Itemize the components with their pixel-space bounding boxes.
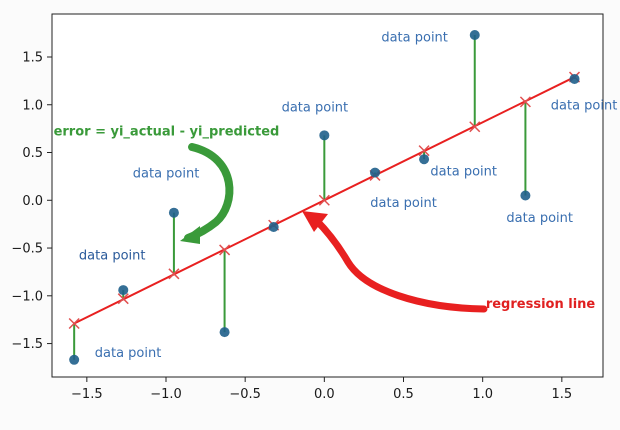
predicted-marker-stroke bbox=[117, 293, 129, 305]
error-arrowhead-icon bbox=[180, 226, 200, 244]
actual-point bbox=[168, 207, 179, 218]
data-point-annotation: data point bbox=[282, 100, 349, 115]
predicted-marker-stroke bbox=[418, 145, 430, 157]
y-tick-label: 1.5 bbox=[22, 50, 43, 65]
predicted-marker bbox=[168, 268, 180, 280]
actual-points bbox=[69, 30, 580, 365]
actual-point bbox=[469, 30, 480, 41]
predicted-marker bbox=[418, 145, 430, 157]
y-tick-label: 1.0 bbox=[22, 98, 43, 113]
actual-point bbox=[118, 285, 129, 296]
x-tick-label: 1.5 bbox=[551, 387, 572, 402]
actual-point bbox=[370, 167, 380, 178]
actual-point bbox=[419, 154, 430, 165]
annotation-arrows bbox=[180, 143, 488, 313]
annotations: data point data point data point data point… bbox=[54, 31, 618, 361]
data-point-annotation: data point bbox=[79, 249, 146, 264]
data-point-annotation: data point bbox=[381, 31, 448, 46]
predicted-marker-stroke bbox=[168, 268, 180, 280]
predicted-marker bbox=[68, 317, 80, 330]
predicted-marker-stroke bbox=[68, 317, 80, 330]
y-tick-label: −1.0 bbox=[11, 289, 43, 304]
error-annotation: error = yi_actual - yi_predicted bbox=[54, 124, 280, 139]
data-point-annotation: data point bbox=[95, 346, 162, 361]
plot-area bbox=[51, 13, 604, 378]
predicted-marker bbox=[117, 293, 129, 305]
x-tick-label: 0.5 bbox=[393, 387, 414, 402]
predicted-marker bbox=[219, 244, 231, 256]
y-tick-label: 0.0 bbox=[22, 194, 43, 209]
data-point-annotation: data point bbox=[551, 99, 618, 114]
actual-point bbox=[569, 73, 580, 84]
predicted-marker-stroke bbox=[519, 96, 531, 108]
x-tick-label: −0.5 bbox=[229, 387, 261, 402]
regression-arrowhead-icon bbox=[302, 211, 328, 232]
actual-point bbox=[69, 354, 80, 365]
predicted-marker bbox=[469, 121, 481, 133]
x-tick-label: −1.0 bbox=[150, 387, 182, 402]
predicted-marker bbox=[318, 194, 330, 206]
y-tick-label: −1.5 bbox=[11, 337, 43, 352]
data-point-annotation: data point bbox=[370, 196, 437, 211]
x-tick-label: 1.0 bbox=[472, 387, 493, 402]
data-point-annotation: data point bbox=[506, 211, 573, 226]
predicted-marker-stroke bbox=[318, 194, 330, 206]
x-axis: −1.5 −1.0 −0.5 0.0 0.5 1.0 1.5 bbox=[71, 377, 572, 402]
y-tick-label: −0.5 bbox=[11, 242, 43, 257]
predicted-marker bbox=[519, 96, 531, 108]
y-axis: −1.5 −1.0 −0.5 0.0 0.5 1.0 1.5 bbox=[11, 50, 52, 352]
data-point-annotation: data point bbox=[133, 166, 200, 181]
actual-point bbox=[268, 222, 279, 233]
y-tick-label: 0.5 bbox=[22, 146, 43, 161]
predicted-marker-stroke bbox=[469, 121, 481, 133]
actual-point bbox=[219, 327, 230, 338]
x-tick-label: −1.5 bbox=[71, 387, 103, 402]
actual-point bbox=[319, 130, 330, 141]
regression-annotation: regression line bbox=[486, 297, 596, 312]
predicted-marker-stroke bbox=[219, 244, 231, 256]
regression-arrow-icon bbox=[312, 216, 488, 313]
actual-point bbox=[520, 190, 531, 201]
x-tick-label: 0.0 bbox=[314, 387, 335, 402]
data-point-annotation: data point bbox=[430, 164, 497, 179]
